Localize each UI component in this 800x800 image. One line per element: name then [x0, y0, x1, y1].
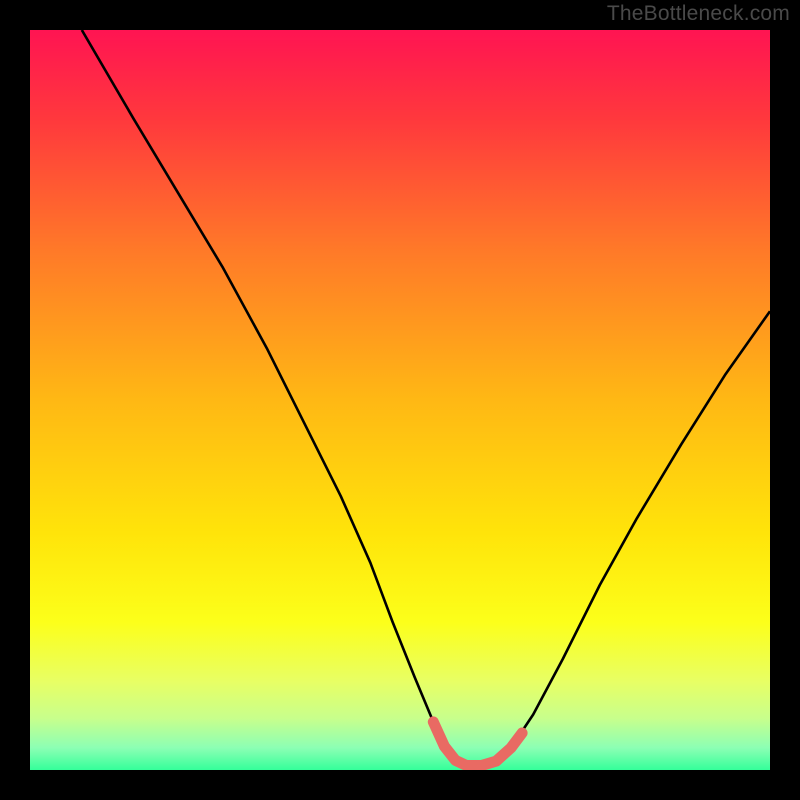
- bottleneck-curve-chart: [0, 0, 800, 800]
- plot-gradient-bg: [30, 30, 770, 770]
- watermark-text: TheBottleneck.com: [607, 2, 790, 26]
- chart-frame: TheBottleneck.com: [0, 0, 800, 800]
